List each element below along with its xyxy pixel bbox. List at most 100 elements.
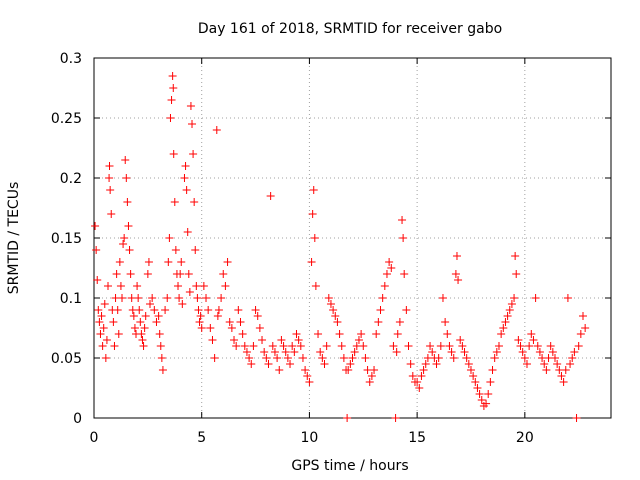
data-point <box>471 378 480 386</box>
data-point <box>310 234 319 242</box>
data-point <box>292 330 301 338</box>
data-point <box>511 252 520 260</box>
data-point <box>182 186 191 194</box>
data-point <box>144 258 153 266</box>
data-point <box>392 348 401 356</box>
data-point <box>494 342 503 350</box>
data-point <box>202 294 211 302</box>
data-point <box>473 384 482 392</box>
data-point <box>236 318 245 326</box>
data-point <box>163 294 172 302</box>
data-point <box>389 342 398 350</box>
data-point <box>169 84 178 92</box>
data-point <box>548 348 557 356</box>
data-point <box>542 366 551 374</box>
data-point <box>337 342 346 350</box>
data-point <box>497 330 506 338</box>
data-point <box>223 258 232 266</box>
data-point <box>522 360 531 368</box>
data-point <box>176 270 185 278</box>
data-point <box>529 336 538 344</box>
data-point <box>462 354 471 362</box>
data-point <box>516 342 525 350</box>
data-point <box>449 354 458 362</box>
data-point <box>346 360 355 368</box>
x-tick-label: 20 <box>516 430 534 446</box>
data-point <box>309 186 318 194</box>
data-point <box>348 354 357 362</box>
data-point <box>359 342 368 350</box>
data-point <box>121 156 130 164</box>
data-point <box>454 276 463 284</box>
data-point <box>283 354 292 362</box>
data-point <box>372 330 381 338</box>
data-point <box>512 270 521 278</box>
data-point <box>238 330 247 338</box>
data-point <box>576 330 585 338</box>
data-point <box>393 330 402 338</box>
data-point <box>305 378 314 386</box>
data-point <box>227 324 236 332</box>
data-point <box>180 174 189 182</box>
data-point <box>208 336 217 344</box>
data-point <box>251 306 260 314</box>
data-point <box>488 366 497 374</box>
data-point <box>350 348 359 356</box>
data-point <box>324 294 333 302</box>
data-point <box>490 354 499 362</box>
data-point <box>464 360 473 368</box>
data-point <box>303 372 312 380</box>
data-point <box>581 324 590 332</box>
data-point <box>133 282 142 290</box>
data-point <box>138 336 147 344</box>
data-point <box>104 282 113 290</box>
data-point <box>212 126 221 134</box>
data-point <box>264 360 273 368</box>
data-point <box>181 162 190 170</box>
data-point <box>185 288 194 296</box>
data-point <box>421 360 430 368</box>
data-point <box>175 294 184 302</box>
data-point <box>320 360 329 368</box>
x-axis: 0 5 10 15 20 <box>90 58 534 446</box>
data-point <box>367 372 376 380</box>
data-point <box>572 414 581 422</box>
data-point <box>273 354 282 362</box>
data-point <box>270 348 279 356</box>
data-point <box>110 342 119 350</box>
data-point <box>155 330 164 338</box>
data-point <box>533 342 542 350</box>
data-point <box>249 342 258 350</box>
data-point <box>129 312 138 320</box>
data-point <box>322 342 331 350</box>
data-point <box>469 372 478 380</box>
data-point <box>286 360 295 368</box>
data-point <box>307 258 316 266</box>
data-point <box>95 318 104 326</box>
data-point <box>106 186 115 194</box>
data-point <box>189 150 198 158</box>
data-point <box>566 360 575 368</box>
data-point <box>451 270 460 278</box>
data-point <box>387 264 396 272</box>
data-point <box>120 234 129 242</box>
data-point <box>210 354 219 362</box>
data-point <box>314 330 323 338</box>
data-point <box>221 282 230 290</box>
data-point <box>214 306 223 314</box>
data-point <box>150 306 159 314</box>
data-point <box>380 282 389 290</box>
data-point <box>370 366 379 374</box>
data-point <box>169 150 178 158</box>
data-point <box>344 366 353 374</box>
data-point <box>98 342 107 350</box>
data-point <box>578 312 587 320</box>
data-point <box>105 174 114 182</box>
data-point <box>398 216 407 224</box>
data-point <box>281 348 290 356</box>
data-point <box>148 294 157 302</box>
data-point <box>206 324 215 332</box>
data-point <box>318 354 327 362</box>
data-point <box>196 312 205 320</box>
